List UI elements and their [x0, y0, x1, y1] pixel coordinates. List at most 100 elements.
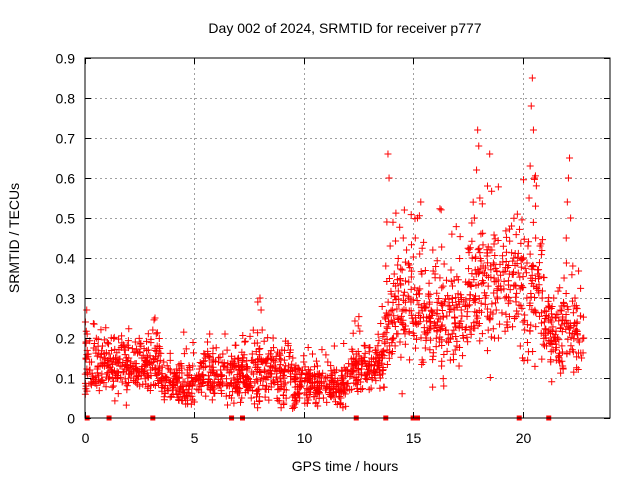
data-point	[146, 387, 154, 395]
y-axis-label: SRMTID / TECUs	[6, 183, 22, 293]
data-point	[428, 307, 436, 315]
data-point	[101, 354, 109, 362]
data-point	[468, 254, 476, 262]
data-point	[510, 254, 518, 262]
data-point	[223, 346, 231, 354]
data-point	[195, 386, 203, 394]
data-point	[389, 218, 397, 226]
data-point	[438, 243, 446, 251]
data-point	[439, 282, 447, 290]
data-point	[247, 394, 255, 402]
data-point	[558, 302, 566, 310]
data-point	[324, 358, 332, 366]
data-point	[381, 338, 389, 346]
data-point	[422, 334, 430, 342]
data-point	[344, 370, 351, 378]
data-point	[489, 325, 497, 333]
data-point	[570, 335, 578, 343]
data-point	[562, 234, 570, 242]
data-point	[438, 307, 446, 315]
data-point	[365, 370, 373, 378]
data-point	[424, 329, 432, 337]
data-point	[280, 400, 288, 408]
data-point	[409, 318, 417, 326]
data-points	[81, 74, 588, 421]
data-point	[304, 386, 312, 394]
data-point	[302, 374, 310, 382]
data-point	[249, 370, 257, 378]
data-point	[142, 358, 150, 366]
data-point	[563, 198, 571, 206]
data-point	[559, 364, 567, 372]
data-point	[203, 382, 211, 390]
data-point	[135, 348, 143, 356]
data-point	[452, 223, 460, 231]
data-point	[333, 400, 341, 408]
data-point	[370, 366, 378, 374]
data-point	[487, 308, 495, 316]
data-point	[89, 378, 97, 386]
data-point	[521, 326, 529, 334]
data-point	[121, 375, 129, 383]
data-point	[413, 297, 421, 305]
data-point	[479, 241, 487, 249]
data-point	[150, 380, 158, 388]
data-point	[544, 297, 552, 305]
data-point	[137, 365, 145, 373]
data-point	[452, 323, 460, 331]
data-point	[470, 214, 478, 222]
data-point	[103, 370, 111, 378]
data-point	[110, 354, 117, 362]
data-point	[567, 214, 575, 222]
data-point	[97, 326, 105, 334]
data-point	[205, 352, 213, 360]
data-point	[518, 255, 526, 263]
y-tick-label: 0.1	[56, 371, 76, 387]
data-point	[501, 294, 509, 302]
data-point	[548, 378, 556, 386]
data-point	[144, 346, 152, 354]
data-point	[449, 298, 457, 306]
data-point	[394, 261, 402, 269]
data-point	[172, 375, 180, 383]
data-point	[204, 338, 211, 346]
data-point	[325, 390, 333, 398]
data-point	[481, 300, 489, 308]
data-point	[451, 314, 459, 322]
data-point	[540, 307, 548, 315]
data-point	[532, 308, 540, 316]
data-point	[143, 353, 151, 361]
data-point	[521, 264, 529, 272]
data-point	[551, 314, 559, 322]
data-point	[383, 323, 391, 331]
data-point	[521, 311, 529, 319]
data-point	[525, 194, 533, 202]
data-point	[500, 277, 508, 285]
data-point	[433, 289, 441, 297]
data-point	[173, 390, 181, 398]
data-point	[420, 238, 428, 246]
data-point	[224, 381, 232, 389]
data-point	[312, 357, 320, 365]
data-point	[396, 338, 404, 346]
data-point	[239, 332, 247, 340]
data-point	[256, 377, 264, 385]
data-point	[515, 301, 523, 309]
data-point	[386, 242, 394, 250]
data-point	[466, 281, 474, 289]
data-point	[334, 380, 342, 388]
data-point	[206, 362, 214, 370]
data-point	[416, 250, 424, 258]
data-point	[201, 354, 209, 362]
data-point	[166, 393, 174, 401]
axis-ticks: 0 0.1 0.2 0.3 0.4 0.5 0.6 0.7 0.8 0.9 0 5 10 15 20	[56, 51, 610, 446]
y-tick-label: 0.6	[56, 171, 76, 187]
data-point	[464, 302, 472, 310]
data-point	[392, 237, 400, 245]
data-point	[528, 306, 536, 314]
data-point	[246, 332, 254, 340]
data-point	[549, 327, 557, 335]
data-point	[241, 389, 249, 397]
data-point	[177, 362, 185, 370]
data-point	[529, 347, 537, 355]
